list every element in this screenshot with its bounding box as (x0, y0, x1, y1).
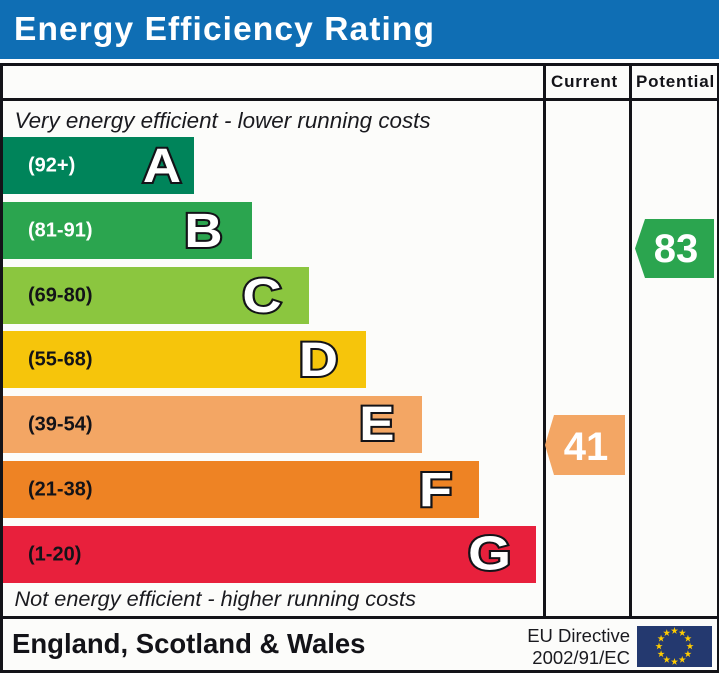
svg-text:E: E (359, 396, 394, 450)
svg-text:A: A (143, 138, 181, 192)
svg-text:C: C (242, 269, 281, 322)
svg-text:B: B (184, 203, 222, 257)
svg-text:D: D (299, 333, 338, 386)
svg-text:F: F (419, 463, 452, 516)
svg-text:83: 83 (654, 227, 699, 271)
svg-text:G: G (468, 526, 511, 580)
svg-text:41: 41 (564, 425, 609, 469)
